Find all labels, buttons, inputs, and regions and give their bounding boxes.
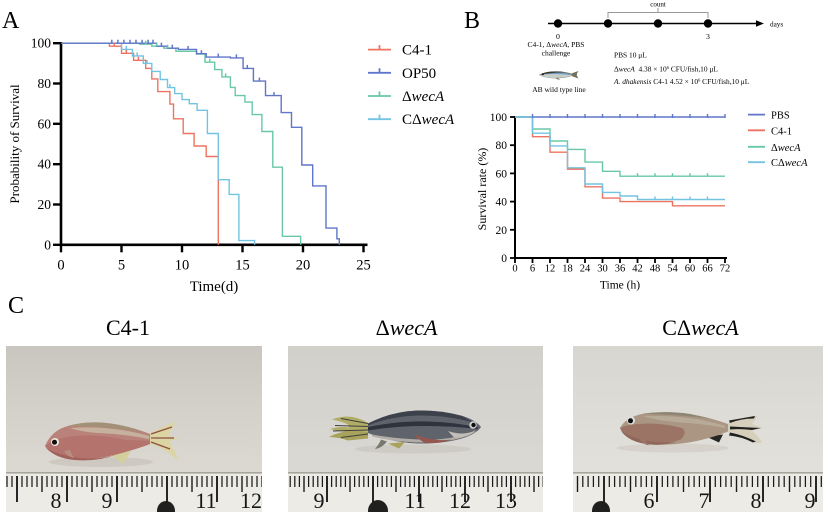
svg-text:Time (h): Time (h)	[600, 280, 640, 292]
svg-text:72: 72	[720, 264, 731, 275]
svg-text:80: 80	[496, 140, 508, 152]
svg-text:100: 100	[490, 112, 508, 124]
svg-text:8: 8	[51, 488, 62, 512]
svg-text:13: 13	[495, 488, 517, 512]
svg-text:15: 15	[235, 257, 250, 273]
svg-text:C4-1: C4-1	[402, 43, 432, 59]
svg-text:Time(d): Time(d)	[190, 279, 239, 295]
svg-text:36: 36	[615, 264, 626, 275]
svg-text:3: 3	[706, 32, 710, 41]
svg-text:challenge: challenge	[542, 49, 571, 58]
svg-text:CΔwecA: CΔwecA	[771, 158, 808, 169]
svg-text:10: 10	[175, 257, 190, 273]
svg-text:80: 80	[38, 76, 52, 91]
svg-text:11: 11	[404, 488, 425, 512]
svg-text:A. dhakensis C4-1 4.52 × 106 C: A. dhakensis C4-1 4.52 × 106 CFU/fish,10…	[613, 77, 750, 86]
svg-text:6: 6	[644, 488, 655, 512]
svg-text:C4-1, ΔwecA, PBS: C4-1, ΔwecA, PBS	[528, 40, 585, 49]
svg-text:24: 24	[580, 264, 591, 275]
svg-text:7: 7	[699, 488, 710, 512]
svg-text:B: B	[464, 8, 480, 34]
svg-text:0: 0	[512, 264, 517, 275]
svg-text:count: count	[650, 1, 666, 9]
svg-text:AB wild type line: AB wild type line	[532, 85, 586, 94]
svg-text:OP50: OP50	[402, 66, 436, 82]
svg-text:12: 12	[449, 488, 471, 512]
svg-text:CΔwecA: CΔwecA	[402, 112, 455, 128]
svg-text:0: 0	[501, 253, 507, 265]
svg-text:11: 11	[195, 488, 216, 512]
svg-text:8: 8	[751, 488, 762, 512]
svg-text:60: 60	[685, 264, 696, 275]
svg-text:ΔwecA 4.38 × 106 CFU/fish,10: ΔwecA 4.38 × 106 CFU/fish,10 μL	[614, 65, 718, 74]
svg-text:60: 60	[38, 116, 52, 131]
svg-text:9: 9	[314, 488, 325, 512]
svg-text:40: 40	[496, 197, 508, 209]
svg-text:100: 100	[31, 36, 52, 51]
svg-text:days: days	[770, 20, 783, 28]
svg-text:40: 40	[38, 157, 52, 172]
svg-text:60: 60	[496, 168, 508, 180]
svg-text:Survival rate (%): Survival rate (%)	[475, 148, 489, 231]
svg-text:12: 12	[240, 488, 262, 512]
svg-text:20: 20	[296, 257, 311, 273]
svg-text:9: 9	[102, 488, 113, 512]
svg-text:0: 0	[556, 32, 560, 41]
svg-text:ΔwecA: ΔwecA	[402, 89, 445, 105]
svg-text:5: 5	[118, 257, 125, 273]
svg-text:20: 20	[38, 197, 52, 212]
svg-text:6: 6	[530, 264, 535, 275]
svg-text:12: 12	[545, 264, 556, 275]
svg-text:20: 20	[496, 225, 508, 237]
svg-text:Probability of Survival: Probability of Survival	[7, 84, 22, 204]
svg-text:C4-1: C4-1	[771, 126, 792, 137]
svg-text:30: 30	[597, 264, 608, 275]
svg-text:66: 66	[702, 264, 713, 275]
svg-text:ΔwecA: ΔwecA	[771, 143, 801, 154]
svg-text:54: 54	[667, 264, 678, 275]
svg-text:PBS 10 μL: PBS 10 μL	[614, 51, 647, 60]
svg-text:42: 42	[632, 264, 643, 275]
svg-text:25: 25	[356, 257, 371, 273]
svg-text:A: A	[2, 8, 20, 34]
svg-text:9: 9	[805, 488, 816, 512]
svg-text:0: 0	[44, 237, 51, 252]
svg-text:48: 48	[650, 264, 661, 275]
svg-text:0: 0	[57, 257, 64, 273]
svg-text:18: 18	[562, 264, 573, 275]
svg-text:PBS: PBS	[771, 111, 790, 122]
